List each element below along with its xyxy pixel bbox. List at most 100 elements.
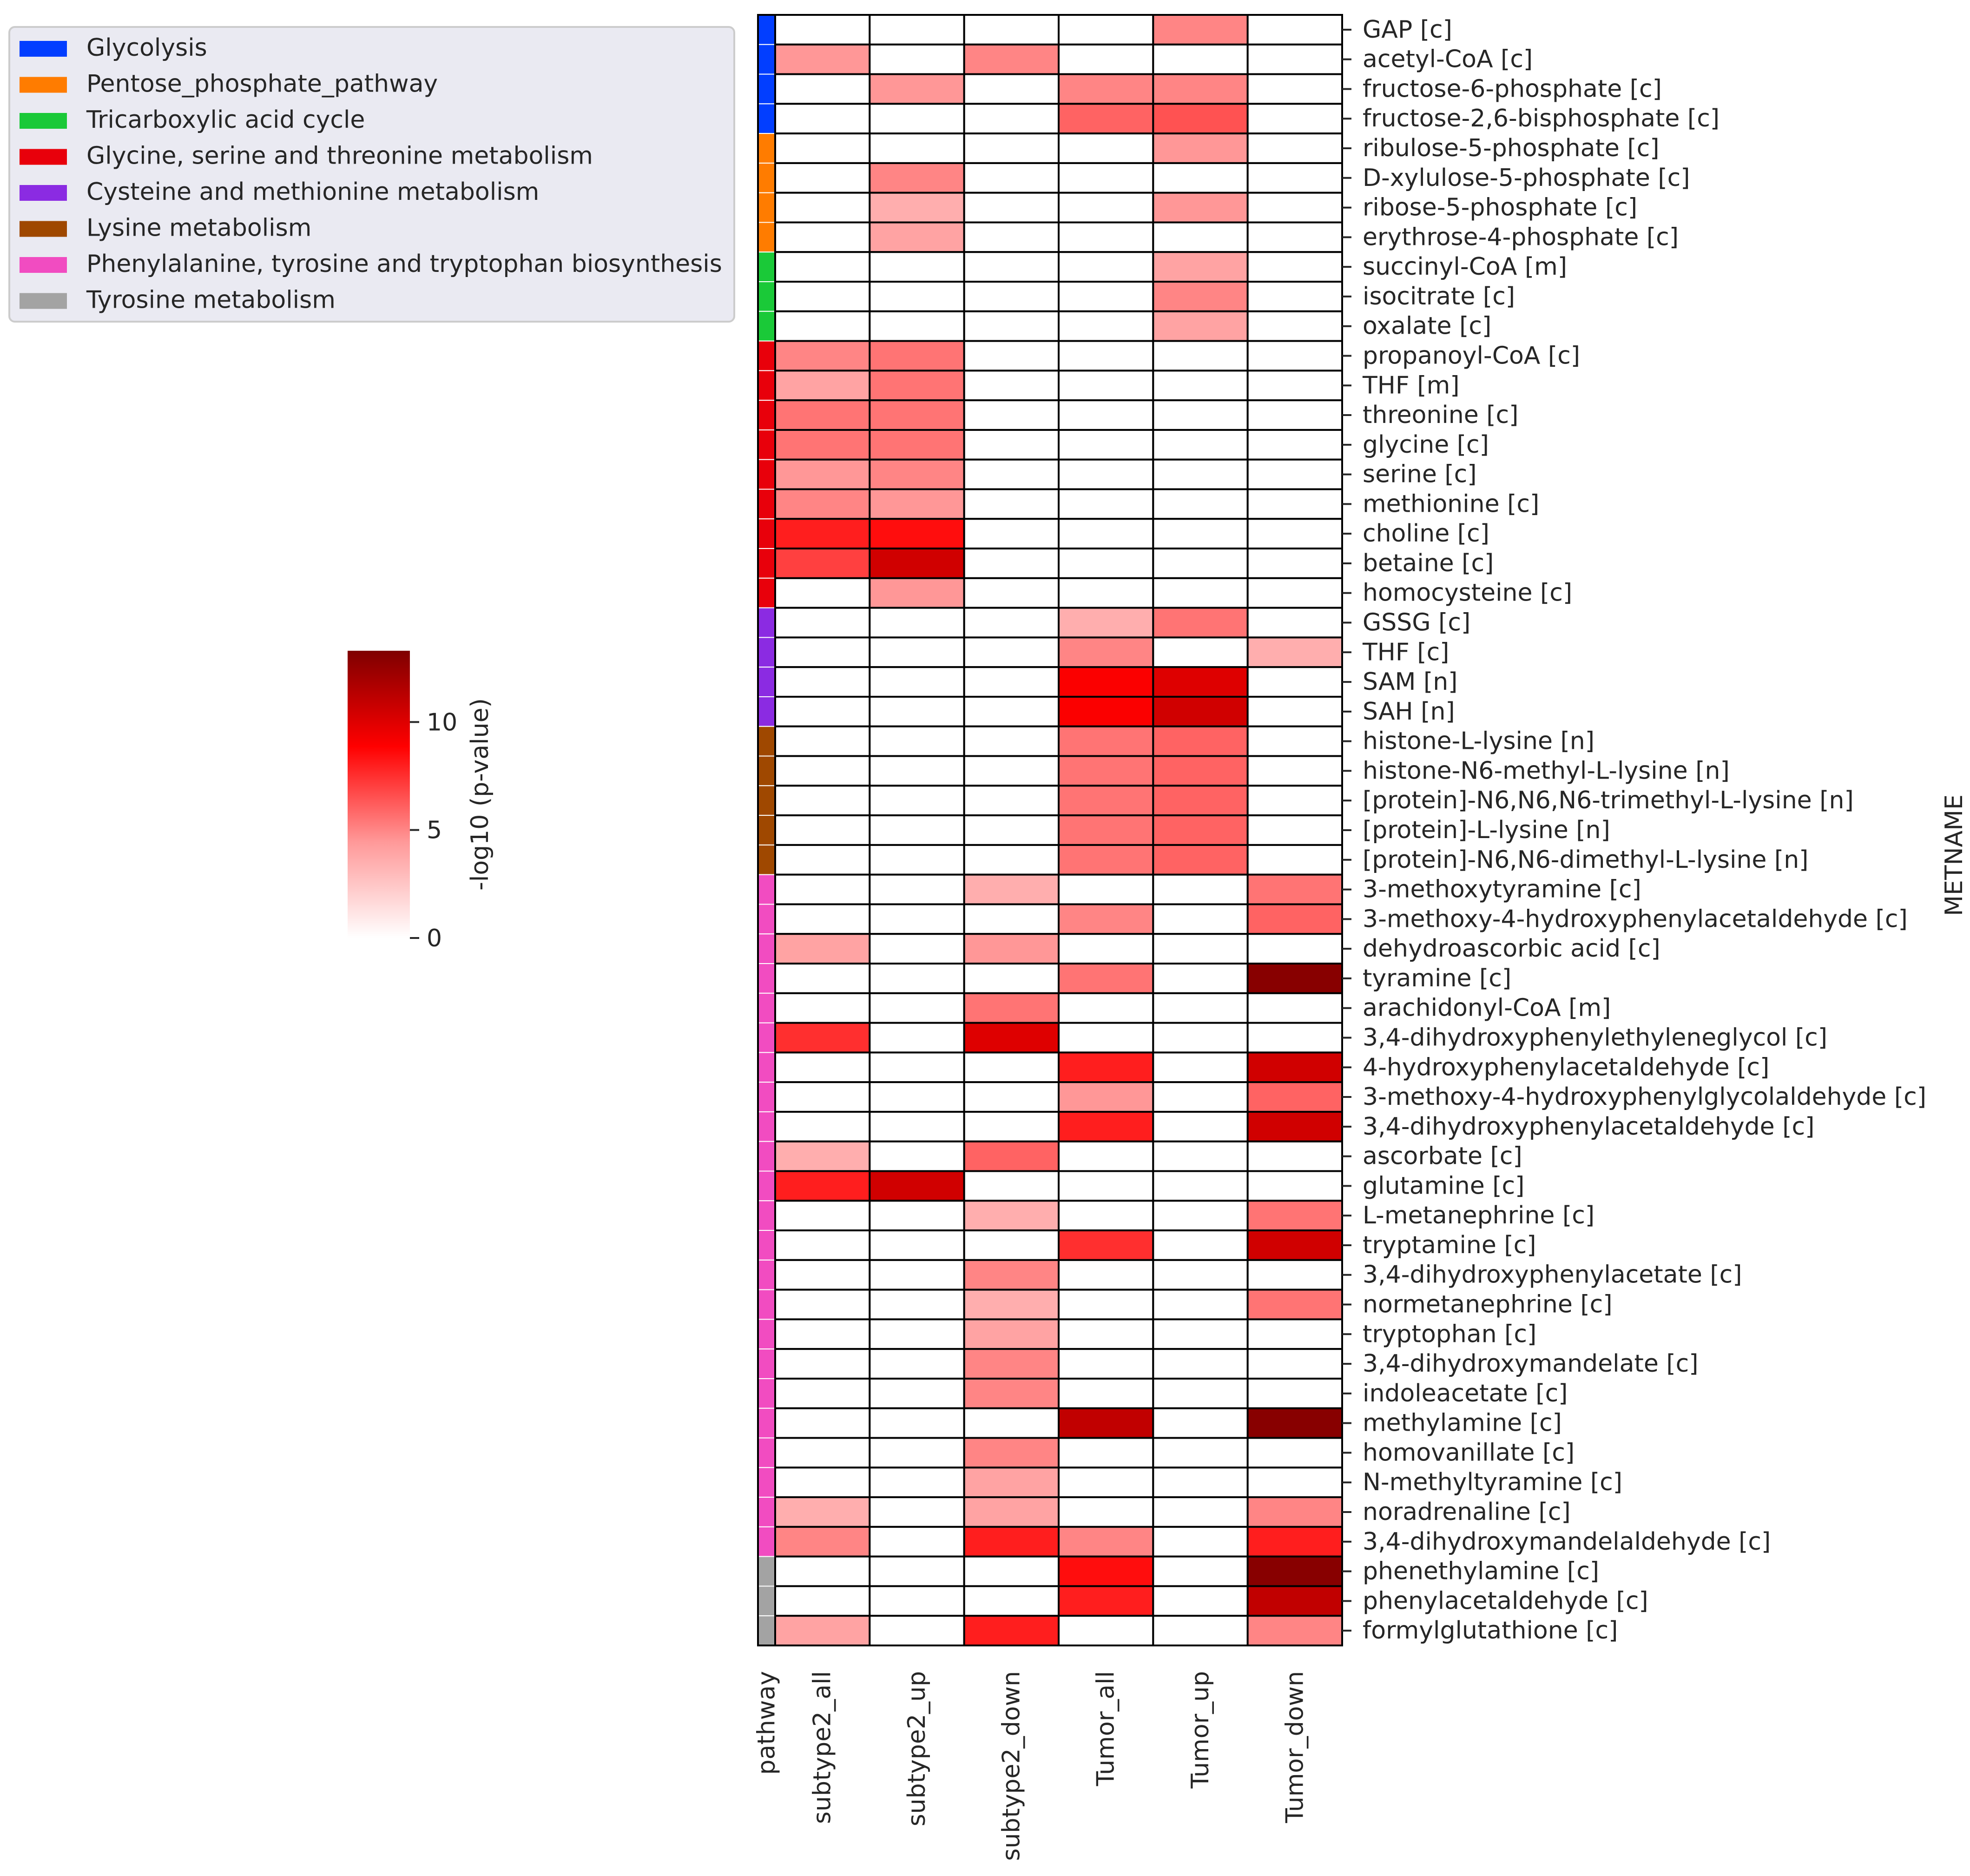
heatmap-cell [1058, 1348, 1154, 1380]
heatmap-cell [774, 548, 871, 579]
heatmap-cell [1058, 1496, 1154, 1528]
heatmap-cell [869, 1377, 965, 1409]
heatmap-cell [963, 518, 1060, 550]
heatmap-cell [869, 963, 965, 994]
heatmap-cell [1152, 992, 1249, 1024]
heatmap-cell [869, 636, 965, 668]
heatmap-cell [1058, 992, 1154, 1024]
pathway-strip-cell [758, 904, 776, 935]
pathway-strip-cell [758, 548, 776, 579]
heatmap-cell [1246, 636, 1344, 668]
pathway-strip-cell [758, 844, 776, 875]
pathway-strip-cell [758, 607, 776, 638]
heatmap-cell [1058, 43, 1154, 75]
heatmap-cell [1058, 1377, 1154, 1409]
heatmap-cell [1058, 1555, 1154, 1587]
heatmap-cell [963, 1140, 1060, 1172]
legend-swatch [20, 185, 67, 201]
heatmap-cell [963, 785, 1060, 817]
heatmap-cell [1058, 666, 1154, 698]
heatmap-cell [963, 1555, 1060, 1587]
heatmap-cell [774, 1496, 871, 1528]
heatmap-cell [1058, 607, 1154, 639]
pathway-strip-cell [758, 340, 776, 371]
heatmap-cell [774, 310, 871, 342]
heatmap-cell [1246, 251, 1344, 283]
heatmap-cell [1152, 1288, 1249, 1321]
row-label: fructose-6-phosphate [c] [1363, 75, 1662, 103]
pathway-strip-cell [758, 251, 776, 283]
row-label: noradrenaline [c] [1363, 1498, 1571, 1526]
pathway-strip-cell [758, 1497, 776, 1527]
heatmap-cell [1058, 310, 1154, 342]
row-label: erythrose-4-phosphate [c] [1363, 223, 1679, 251]
heatmap-cell [774, 1585, 871, 1617]
heatmap-cell [1152, 755, 1249, 787]
heatmap-cell [869, 1200, 965, 1232]
heatmap-cell [1152, 458, 1249, 490]
legend-label: Phenylalanine, tyrosine and tryptophan b… [86, 250, 722, 278]
heatmap-cell [1152, 281, 1249, 312]
heatmap-cell [1058, 370, 1154, 402]
heatmap-cell [774, 132, 871, 164]
heatmap-cell [1058, 695, 1154, 727]
column-label: subtype2_up [903, 1671, 931, 1826]
heatmap-cell [1246, 1200, 1344, 1232]
heatmap-cell [1058, 1200, 1154, 1232]
heatmap-cell [1246, 1615, 1344, 1647]
column-label: Tumor_up [1186, 1671, 1214, 1789]
heatmap-cell [963, 281, 1060, 312]
heatmap-cell [1152, 1318, 1249, 1350]
heatmap-cell [774, 666, 871, 698]
heatmap-cell [1152, 162, 1249, 194]
heatmap-cell [1246, 607, 1344, 639]
heatmap-cell [1246, 1466, 1344, 1499]
row-label: formylglutathione [c] [1363, 1617, 1618, 1645]
row-label: indoleacetate [c] [1363, 1380, 1568, 1407]
pathway-strip-cell [758, 933, 776, 964]
heatmap-cell [1152, 666, 1249, 698]
pathway-strip-cell [758, 1052, 776, 1083]
heatmap-cell [774, 1022, 871, 1054]
heatmap-cell [1152, 310, 1249, 342]
heatmap-cell [1058, 903, 1154, 935]
heatmap-cell [1058, 1288, 1154, 1321]
heatmap-cell [869, 1259, 965, 1291]
heatmap-cell [1246, 666, 1344, 698]
pathway-strip-cell [758, 1526, 776, 1557]
heatmap-cell [774, 1200, 871, 1232]
heatmap-cell [1246, 458, 1344, 490]
heatmap-cell [963, 903, 1060, 935]
heatmap-cell [1058, 1318, 1154, 1350]
row-label: acetyl-CoA [c] [1363, 46, 1533, 73]
heatmap-cell [869, 1318, 965, 1350]
heatmap-cell [1058, 429, 1154, 461]
colorbar-tick-label: 5 [427, 817, 442, 845]
heatmap-cell [774, 192, 871, 224]
heatmap-cell [869, 933, 965, 965]
pathway-strip-cell [758, 1082, 776, 1112]
pathway-strip-cell [758, 815, 776, 846]
legend-swatch [20, 221, 67, 237]
legend-swatch [20, 293, 67, 309]
heatmap-cell [963, 132, 1060, 164]
heatmap-cells [774, 14, 1344, 1647]
heatmap-cell [774, 607, 871, 639]
heatmap-cell [774, 488, 871, 520]
column-label: subtype2_down [997, 1671, 1025, 1861]
row-label: tryptamine [c] [1363, 1231, 1536, 1259]
heatmap-cell [869, 429, 965, 461]
heatmap-cell [1152, 192, 1249, 224]
pathway-strip-cell [758, 1200, 776, 1231]
row-label: methylamine [c] [1363, 1409, 1562, 1437]
row-label: homocysteine [c] [1363, 579, 1572, 607]
heatmap-cell [774, 14, 871, 46]
row-label: phenylacetaldehyde [c] [1363, 1587, 1648, 1615]
heatmap-cell [1152, 488, 1249, 520]
heatmap-cell [774, 903, 871, 935]
heatmap-cell [774, 1259, 871, 1291]
heatmap-cell [774, 281, 871, 312]
row-label: 3,4-dihydroxyphenylethyleneglycol [c] [1363, 1024, 1827, 1051]
heatmap-cell [774, 1170, 871, 1202]
row-label: threonine [c] [1363, 401, 1518, 429]
